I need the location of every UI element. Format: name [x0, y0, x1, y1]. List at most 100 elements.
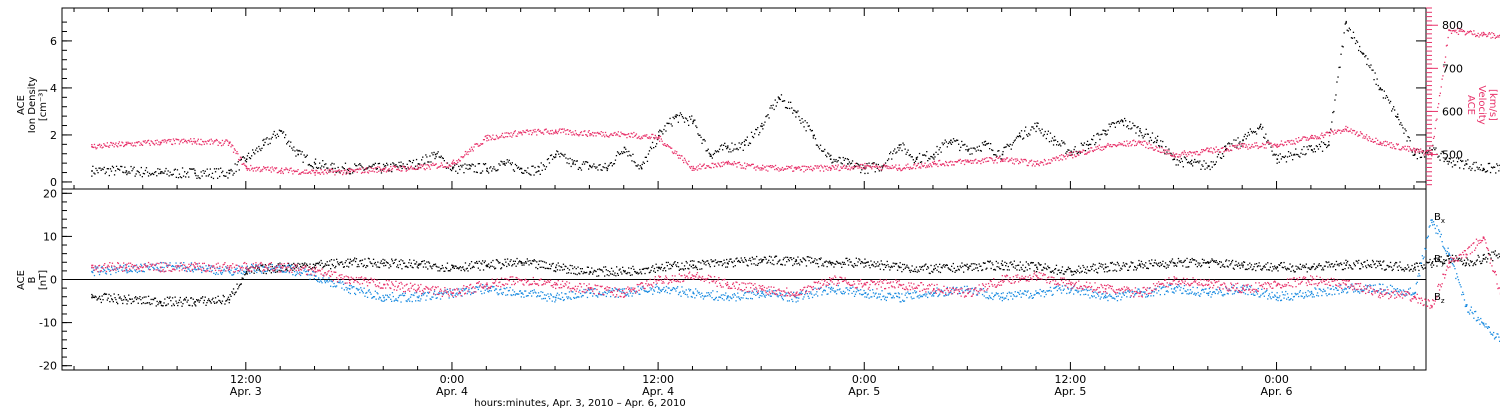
b-bx-point	[720, 261, 723, 263]
b-bx-point	[700, 262, 702, 264]
density-point	[577, 168, 579, 170]
density-point	[881, 167, 884, 169]
velocity-point	[829, 169, 832, 171]
density-datapoint	[898, 144, 901, 146]
velocity-point	[824, 166, 826, 168]
velocity-point	[1153, 149, 1155, 151]
velocity-point	[966, 159, 968, 161]
b-bx-point	[756, 255, 758, 258]
density-point	[1177, 164, 1179, 166]
density-point	[559, 156, 561, 158]
b-bx-point	[564, 265, 566, 267]
density-point	[509, 162, 511, 164]
velocity-point	[485, 135, 487, 137]
b-bx-point	[685, 260, 687, 263]
density-point	[1104, 133, 1106, 135]
velocity-point	[969, 159, 972, 162]
velocity-datapoint	[417, 167, 420, 170]
density-point	[1081, 144, 1083, 146]
velocity-point	[978, 160, 980, 162]
velocity-point	[266, 166, 268, 169]
density-point	[1333, 110, 1335, 113]
density-point	[770, 105, 772, 107]
b-bx-point	[901, 271, 903, 273]
velocity-point	[1207, 147, 1209, 149]
density-point	[397, 166, 399, 168]
b-bx-point	[794, 260, 796, 263]
b-bx-point	[1044, 263, 1046, 265]
velocity-point	[886, 167, 888, 169]
velocity-point	[788, 166, 790, 169]
velocity-point	[474, 143, 476, 145]
density-datapoint	[658, 134, 660, 137]
density-point	[433, 151, 435, 154]
velocity-point	[608, 136, 610, 138]
velocity-point	[108, 146, 110, 148]
density-point	[906, 151, 908, 153]
density-point	[584, 161, 587, 163]
density-point	[829, 155, 831, 157]
b-bx-point	[586, 266, 589, 268]
b-bx-point	[403, 262, 405, 264]
density-point	[889, 153, 891, 155]
density-point	[499, 164, 501, 166]
b-bx-point	[774, 255, 777, 257]
density-point	[1115, 122, 1118, 124]
b-bx-point	[707, 262, 710, 264]
velocity-point	[904, 168, 906, 170]
density-point	[121, 165, 123, 168]
density-point	[313, 161, 316, 163]
b-bx-point	[526, 258, 528, 260]
velocity-point	[652, 133, 654, 136]
density-point	[741, 142, 743, 144]
density-point	[785, 107, 788, 109]
density-point	[1359, 45, 1361, 48]
density-point	[822, 150, 824, 152]
velocity-point	[903, 167, 906, 169]
density-point	[953, 140, 956, 142]
velocity-point	[552, 133, 554, 135]
b-bx-point	[91, 293, 93, 296]
density-point	[600, 169, 602, 171]
density-point	[900, 144, 902, 146]
b-bx-point	[1002, 269, 1004, 271]
density-point	[608, 164, 610, 166]
density-point	[522, 172, 524, 174]
b-bx-point	[653, 270, 655, 272]
b-bx-point	[593, 269, 595, 272]
b-bx-point	[694, 266, 696, 269]
velocity-point	[557, 131, 559, 133]
velocity-point	[493, 138, 495, 140]
velocity-point	[1160, 151, 1162, 154]
b-bx-point	[968, 267, 970, 269]
density-point	[617, 152, 620, 154]
density-point	[1429, 147, 1431, 149]
velocity-point	[1315, 136, 1317, 138]
b-bx-point	[1205, 262, 1207, 264]
b-bx-point	[579, 268, 582, 270]
b-bx-point	[707, 260, 709, 262]
b-bx-point	[1085, 272, 1088, 274]
velocity-point	[661, 140, 663, 142]
b-bx-point	[608, 274, 610, 277]
b-bx-point	[537, 263, 540, 266]
b-bx-point	[262, 264, 264, 266]
velocity-point	[708, 166, 711, 168]
b-bx-point	[504, 258, 506, 261]
velocity-point	[276, 172, 278, 174]
velocity-point	[1065, 158, 1067, 160]
density-point	[1321, 150, 1324, 152]
density-point	[1091, 138, 1093, 140]
density-point	[527, 167, 529, 169]
b-bx-point	[1253, 266, 1255, 268]
b-bx-point	[922, 269, 924, 271]
b-bx-point	[174, 296, 176, 298]
b-bx-point	[157, 303, 159, 306]
density-point	[276, 133, 278, 135]
b-bx-point	[287, 262, 290, 265]
density-point	[1393, 106, 1395, 108]
b-bx-point	[668, 268, 670, 270]
b-bx-point	[299, 263, 301, 265]
density-point	[103, 166, 105, 169]
velocity-point	[375, 167, 377, 169]
